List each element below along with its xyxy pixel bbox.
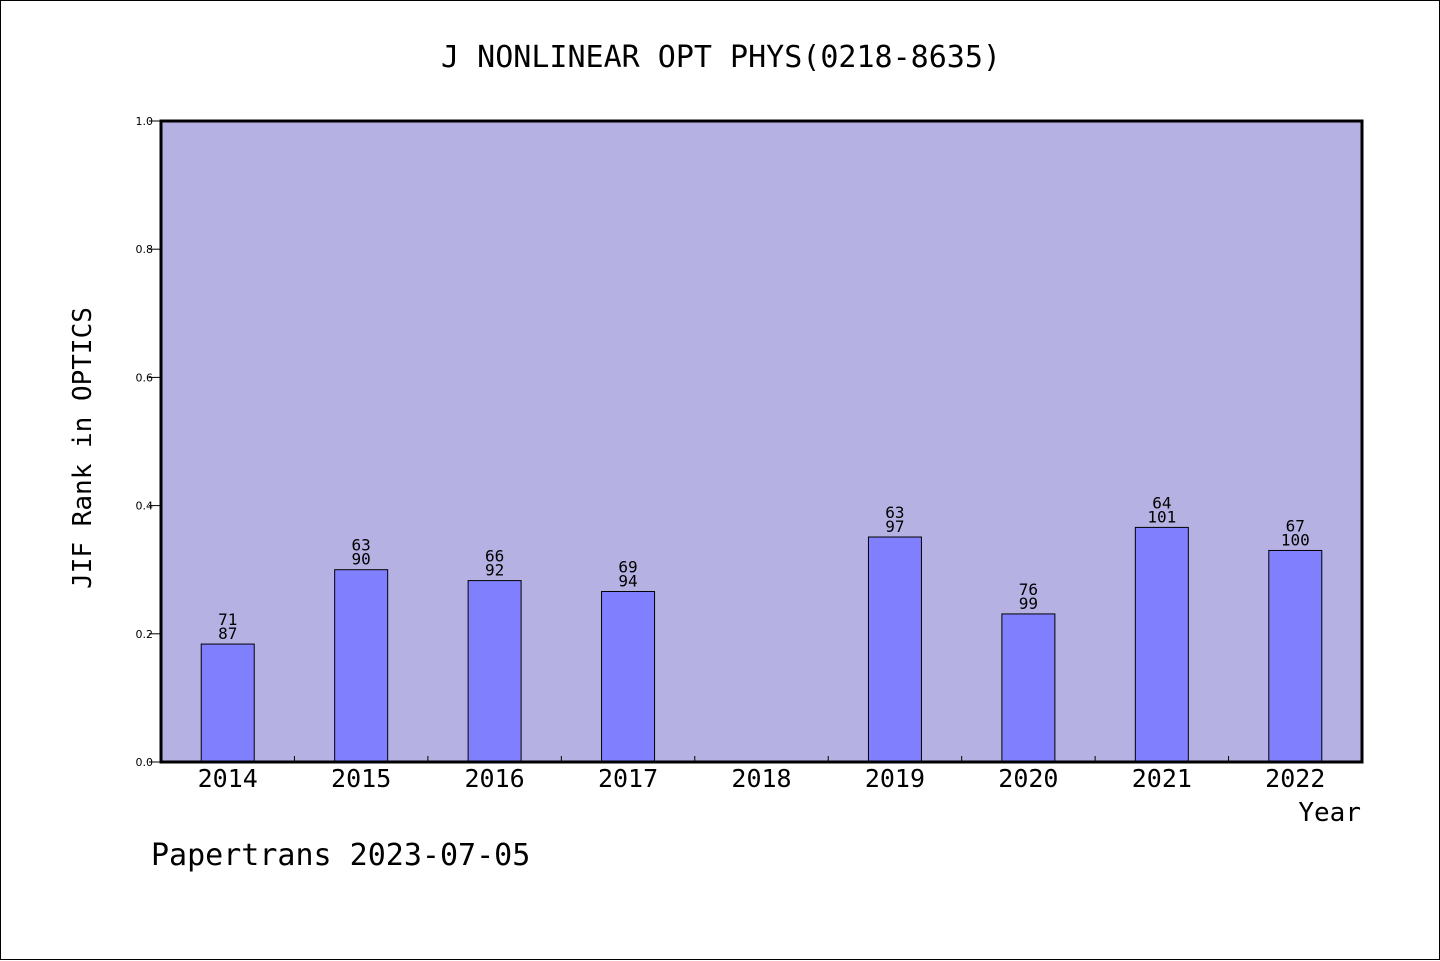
rank-label-2020: 76	[1019, 580, 1038, 599]
bars-group	[200, 526, 1323, 763]
total-label-2016: 92	[485, 561, 504, 580]
bar-2019	[867, 536, 922, 763]
total-label-2022: 100	[1281, 530, 1310, 549]
bar-2020	[1001, 613, 1056, 763]
y-axis-label: JIF Rank in OPTICS	[68, 307, 98, 589]
y-tick-label-0.6: 0.6	[136, 371, 154, 384]
y-tick-label-1.0: 1.0	[136, 115, 154, 128]
total-label-2015: 90	[352, 550, 371, 569]
x-axis-label: Year	[1298, 798, 1361, 828]
y-tick-label-0.2: 0.2	[136, 628, 154, 641]
x-tick-label-2020: 2020	[998, 764, 1058, 793]
bar-2015	[334, 569, 389, 763]
x-tick-label-2022: 2022	[1265, 764, 1325, 793]
bar-2016	[467, 580, 522, 763]
rank-label-2015: 63	[352, 536, 371, 555]
bar-2017	[601, 590, 656, 763]
rank-label-2014: 71	[218, 610, 237, 629]
footer-note: Papertrans 2023-07-05	[151, 838, 530, 873]
rank-label-2019: 63	[885, 503, 904, 522]
y-tick-label-0.4: 0.4	[136, 500, 154, 513]
total-label-2017: 94	[618, 571, 637, 590]
x-tick-label-2018: 2018	[731, 764, 791, 793]
total-label-2021: 101	[1147, 507, 1176, 526]
total-label-2014: 87	[218, 624, 237, 643]
rank-label-2017: 69	[618, 557, 637, 576]
plot-border	[159, 119, 1364, 764]
y-axis: 0.0 0.2 0.4 0.6 0.8 1.0	[136, 115, 161, 769]
rank-label-2022: 67	[1286, 516, 1305, 535]
total-label-2019: 97	[885, 517, 904, 536]
x-tick-label-2016: 2016	[465, 764, 525, 793]
bar-2014	[200, 643, 255, 763]
rank-label-2016: 66	[485, 547, 504, 566]
y-tick-label-0.8: 0.8	[136, 243, 154, 256]
total-label-2020: 99	[1019, 594, 1038, 613]
x-axis: 2014 2015 2016 2017 2018 2019 2020 2021 2022	[198, 756, 1325, 793]
bar-2022	[1268, 549, 1323, 763]
x-tick-label-2021: 2021	[1132, 764, 1192, 793]
x-tick-label-2015: 2015	[331, 764, 391, 793]
x-tick-label-2014: 2014	[198, 764, 258, 793]
chart-title: J NONLINEAR OPT PHYS(0218-8635)	[441, 40, 1001, 75]
bar-2021	[1134, 526, 1189, 763]
x-tick-label-2019: 2019	[865, 764, 925, 793]
x-tick-label-2017: 2017	[598, 764, 658, 793]
y-tick-label-0.0: 0.0	[136, 756, 154, 769]
rank-label-2021: 64	[1152, 493, 1171, 512]
